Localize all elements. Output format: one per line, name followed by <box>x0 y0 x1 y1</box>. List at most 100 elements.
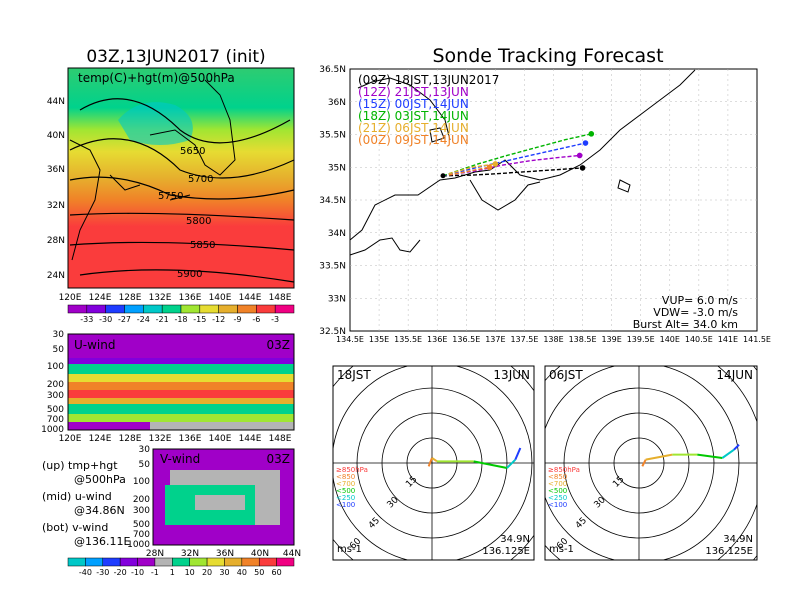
note-line: @136.11E <box>74 535 130 548</box>
legend-entry: (09Z) 18JST,13JUN2017 <box>358 73 499 87</box>
lat-tick-label: 33N <box>328 294 346 304</box>
p-tick-label: 50 <box>53 345 65 355</box>
cold-pool <box>118 102 193 145</box>
p-tick-label: 1000 <box>127 540 150 550</box>
colorbar-swatch <box>161 304 182 314</box>
colorbar-swatch <box>199 304 219 314</box>
lon-tick-label: 128E <box>119 293 142 303</box>
lon-tick-label: 140E <box>209 293 232 303</box>
uwind-band <box>150 422 294 430</box>
note-line: @34.86N <box>74 504 125 517</box>
vwind-frame <box>152 448 295 546</box>
hodograph-lat: 34.9N <box>723 534 753 545</box>
lat-tick-label: 28N <box>146 549 164 559</box>
level-legend-entry: <850 <box>336 473 355 481</box>
colorbar-swatch <box>67 557 86 567</box>
lat-tick-label: 36.5N <box>319 65 346 75</box>
colorbar-label: -20 <box>114 568 127 577</box>
colorbar-label: -10 <box>131 568 144 577</box>
contour-label: 5650 <box>180 146 205 157</box>
lat-tick-label: 33.5N <box>319 262 346 272</box>
tracking-map: 32.5N 33N 33.5N 34N 34.5N 35N 35.5N 36N 36.5N 13… <box>319 65 771 344</box>
lat-tick-label: 32N <box>181 549 199 559</box>
wind-colorbar: -40 -30 -20 -10 -1 1 10 20 30 40 50 60 <box>67 557 295 577</box>
uwind-frame <box>67 333 295 431</box>
colorbar-swatch <box>172 557 190 567</box>
stat-burst: Burst Alt= 34.0 km <box>633 318 738 331</box>
lon-tick-label: 141.5E <box>743 335 771 344</box>
colorbar-label: 60 <box>272 568 282 577</box>
p-tick-label: 50 <box>139 460 151 470</box>
hodograph-segment <box>514 447 522 461</box>
lat-tick-label: 35N <box>328 163 346 173</box>
lon-tick-label: 136E <box>427 335 447 344</box>
lon-tick-label: 141E <box>718 335 738 344</box>
p-tick-label: 30 <box>53 330 65 340</box>
main-title: Sonde Tracking Forecast <box>432 45 663 67</box>
lon-tick-label: 139E <box>601 335 621 344</box>
colorbar-swatch <box>241 557 260 567</box>
lat-tick-label: 32N <box>47 201 65 211</box>
lon-tick-label: 136E <box>179 434 202 444</box>
contour-label: 5750 <box>158 191 183 202</box>
colorbar-swatch <box>143 304 163 314</box>
contour-label: 5850 <box>190 240 215 251</box>
track-series <box>440 131 595 179</box>
note-line: @500hPa <box>74 473 126 486</box>
lat-tick-label: 44N <box>283 549 301 559</box>
p-tick-label: 200 <box>47 380 64 390</box>
uwind-panel: U-wind 03Z 30 50 100 200 300 500 700 100… <box>41 330 295 444</box>
contour-label: 5900 <box>177 269 202 280</box>
uwind-band <box>68 390 294 398</box>
uwind-band <box>68 374 294 382</box>
lon-tick-label: 137E <box>485 335 505 344</box>
hodograph-segment <box>721 448 735 459</box>
hodograph-segment <box>641 459 647 467</box>
lon-tick-label: 132E <box>149 293 172 303</box>
p-tick-label: 700 <box>133 530 150 540</box>
colorbar-swatch <box>67 304 88 314</box>
level-legend-entry: ≥850hPa <box>548 466 580 474</box>
colorbar-label: 1 <box>170 568 175 577</box>
lat-tick-label: 36N <box>216 549 234 559</box>
lon-tick-label: 138E <box>543 335 563 344</box>
island <box>429 127 445 143</box>
track-line <box>442 142 586 177</box>
lon-tick-label: 135.5E <box>394 335 422 344</box>
vwind-label: V-wind <box>160 452 200 466</box>
lon-tick-label: 139.5E <box>627 335 655 344</box>
track-line <box>442 133 592 177</box>
colorbar-label: -18 <box>174 315 187 324</box>
colorbar-swatch <box>256 304 276 314</box>
level-legend-entry: ≥850hPa <box>336 466 368 474</box>
lon-tick-label: 140.5E <box>685 335 713 344</box>
lat-tick-label: 35.5N <box>319 131 346 141</box>
contour-5800 <box>69 212 295 221</box>
burst-point <box>576 152 583 159</box>
colorbar-label: -33 <box>80 315 93 324</box>
note-line: (up) tmp+hgt <box>42 459 118 472</box>
lon-tick-label: 124E <box>89 434 112 444</box>
lat-tick-label: 34N <box>328 229 346 239</box>
hodograph-lat: 34.9N <box>500 534 530 545</box>
legend-entry: (15Z) 00JST,14JUN <box>358 97 469 111</box>
lon-tick-label: 140E <box>209 434 232 444</box>
lon-tick-label: 124E <box>89 293 112 303</box>
track-line <box>442 154 580 177</box>
colorbar-swatch <box>124 304 144 314</box>
lat-tick-label: 40N <box>251 549 269 559</box>
lon-tick-label: 136E <box>179 293 202 303</box>
level-legend-entry: <250 <box>336 494 355 502</box>
hodograph-lon: 136.125E <box>705 546 753 557</box>
p-tick-label: 500 <box>133 520 150 530</box>
temp-map-fill <box>67 67 295 289</box>
coastline <box>357 77 451 141</box>
burst-point <box>582 140 589 146</box>
uwind-band <box>68 358 294 364</box>
colorbar-label: -21 <box>156 315 169 324</box>
colorbar-label: -9 <box>234 315 242 324</box>
track-legend: (09Z) 18JST,13JUN2017(12Z) 21JST,13JUN(1… <box>358 73 499 147</box>
colorbar-label: 10 <box>185 568 195 577</box>
contour-5900 <box>79 269 295 283</box>
